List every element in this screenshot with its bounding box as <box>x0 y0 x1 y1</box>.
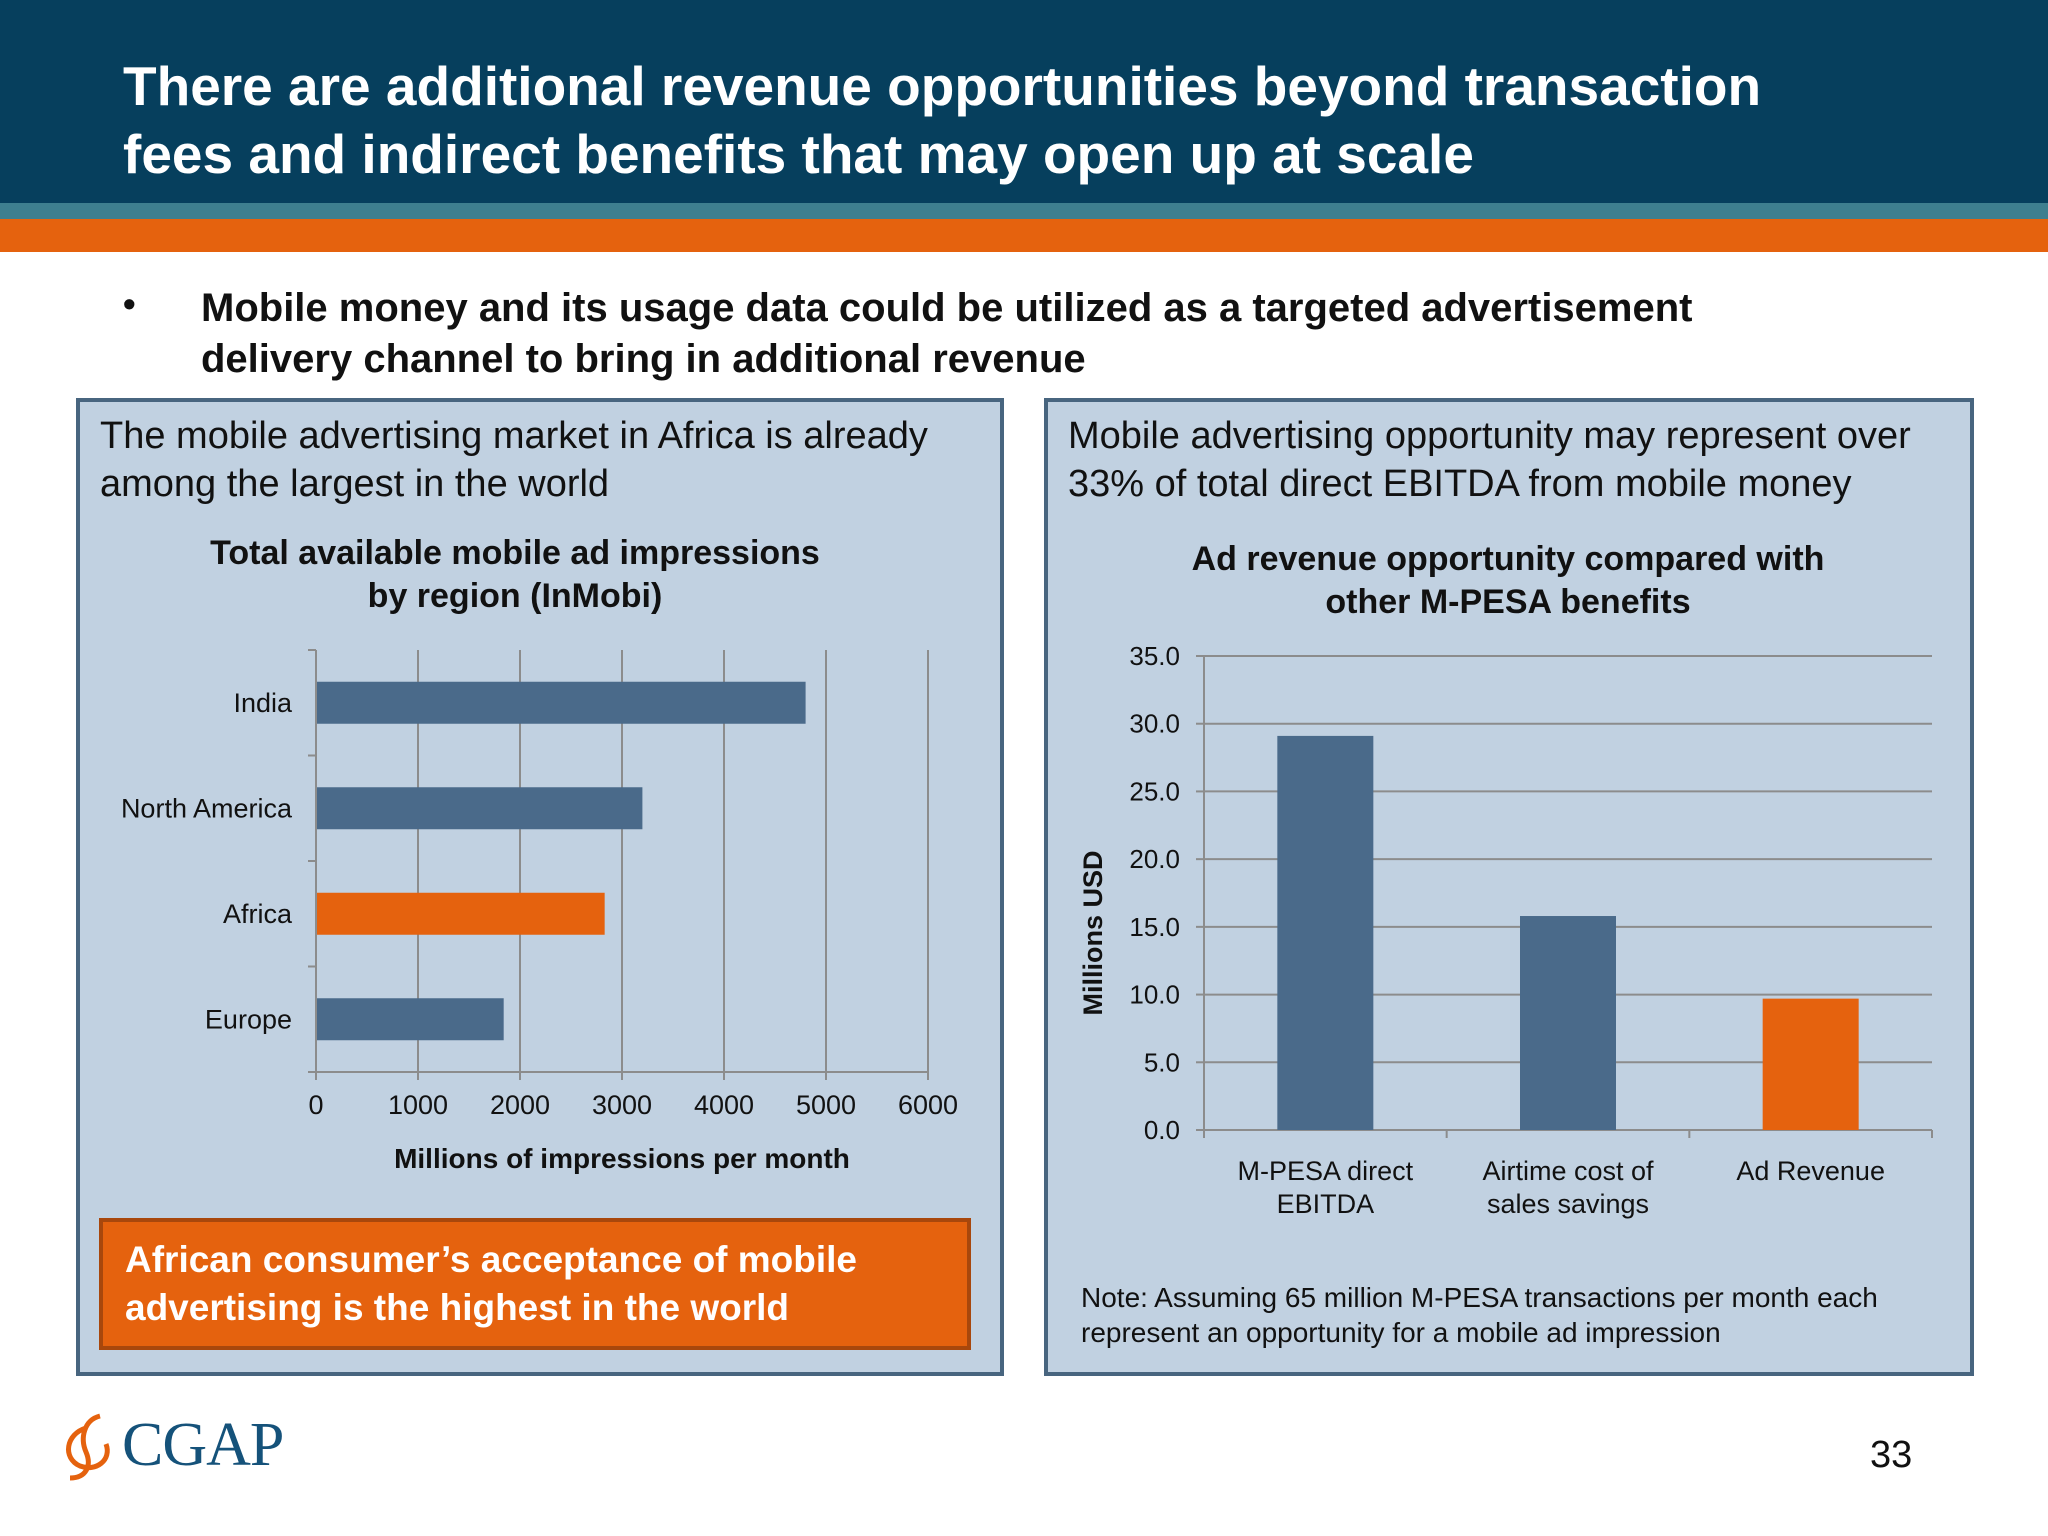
cgap-logo-text: CGAP <box>122 1411 284 1479</box>
cgap-logo-mark-icon <box>66 1413 110 1481</box>
left-panel-heading-line1: The mobile advertising market in Africa … <box>100 415 928 457</box>
callout-text-line2: advertising is the highest in the world <box>125 1287 790 1328</box>
bar-1 <box>1520 916 1616 1130</box>
bar-north-america <box>317 787 643 830</box>
right-panel: Mobile advertising opportunity may repre… <box>1044 398 1974 1376</box>
category-label-1-line2: sales savings <box>1487 1189 1649 1219</box>
category-label-europe: Europe <box>205 1004 292 1034</box>
x-tick-label-5000: 5000 <box>796 1090 856 1120</box>
bar-india <box>317 681 806 724</box>
category-label-0-line1: M-PESA direct <box>1238 1156 1414 1186</box>
y-tick-label-0.0: 0.0 <box>1144 1115 1180 1145</box>
slide-title-line2: fees and indirect benefits that may open… <box>123 123 1474 185</box>
x-tick-label-0: 0 <box>308 1090 323 1120</box>
right-panel-heading-line2: 33% of total direct EBITDA from mobile m… <box>1068 463 1852 505</box>
slide-title: There are additional revenue opportuniti… <box>123 52 1923 188</box>
category-label-0-line2: EBITDA <box>1277 1189 1375 1219</box>
y-tick-label-25.0: 25.0 <box>1129 776 1180 806</box>
y-tick-label-35.0: 35.0 <box>1129 641 1180 671</box>
orange-stripe <box>0 219 2048 252</box>
y-axis-title: Millions USD <box>1078 850 1108 1015</box>
africa-callout-box: African consumer’s acceptance of mobile … <box>99 1218 971 1350</box>
assumption-note: Note: Assuming 65 million M-PESA transac… <box>1081 1280 1961 1350</box>
impressions-chart-title-line1: Total available mobile ad impressions <box>210 534 820 572</box>
bullet-text: Mobile money and its usage data could be… <box>201 283 1961 385</box>
y-tick-label-15.0: 15.0 <box>1129 912 1180 942</box>
right-panel-heading: Mobile advertising opportunity may repre… <box>1068 412 1968 508</box>
category-label-2-line1: Ad Revenue <box>1736 1156 1885 1186</box>
x-tick-label-3000: 3000 <box>592 1090 652 1120</box>
bar-0 <box>1277 735 1374 1130</box>
callout-text: African consumer’s acceptance of mobile … <box>125 1236 945 1332</box>
category-label-india: India <box>233 688 293 718</box>
bullet-symbol: • <box>123 283 136 324</box>
left-panel-heading: The mobile advertising market in Africa … <box>100 412 1000 508</box>
impressions-bar-chart: 0 1000 2000 3000 4000 5000 6000 India North Amer… <box>121 649 958 1174</box>
impressions-chart-title: Total available mobile ad impressions by… <box>140 532 890 618</box>
assumption-note-line1: Note: Assuming 65 million M-PESA transac… <box>1081 1282 1878 1313</box>
y-tick-label-10.0: 10.0 <box>1129 980 1180 1010</box>
title-banner: There are additional revenue opportuniti… <box>0 0 2048 252</box>
bullet-text-line2: delivery channel to bring in additional … <box>201 337 1086 381</box>
bar-africa <box>317 892 605 935</box>
y-tick-label-5.0: 5.0 <box>1144 1047 1180 1077</box>
ad-revenue-chart-title-line2: other M-PESA benefits <box>1325 583 1691 621</box>
bar-2 <box>1762 998 1859 1130</box>
y-tick-label-20.0: 20.0 <box>1129 844 1180 874</box>
page-number: 33 <box>1870 1434 1913 1476</box>
right-panel-heading-line1: Mobile advertising opportunity may repre… <box>1068 415 1911 457</box>
x-tick-label-2000: 2000 <box>490 1090 550 1120</box>
left-panel-heading-line2: among the largest in the world <box>100 463 610 505</box>
bullet-text-line1: Mobile money and its usage data could be… <box>201 286 1693 330</box>
category-label-africa: Africa <box>223 899 293 929</box>
ad-revenue-chart-title-line1: Ad revenue opportunity compared with <box>1191 540 1825 578</box>
left-panel: The mobile advertising market in Africa … <box>76 398 1004 1376</box>
category-label-north-america: North America <box>121 793 293 823</box>
x-tick-label-1000: 1000 <box>388 1090 448 1120</box>
x-tick-label-6000: 6000 <box>898 1090 958 1120</box>
x-axis-title: Millions of impressions per month <box>394 1143 850 1174</box>
teal-stripe <box>0 203 2048 219</box>
category-label-1-line1: Airtime cost of <box>1482 1156 1654 1186</box>
bar-europe <box>317 998 504 1041</box>
slide-title-line1: There are additional revenue opportuniti… <box>123 55 1762 117</box>
x-tick-label-4000: 4000 <box>694 1090 754 1120</box>
y-tick-label-30.0: 30.0 <box>1129 709 1180 739</box>
ad-revenue-bar-chart: 0.0 5.0 10.0 15.0 20.0 25.0 30.0 35.0 M-PESA dir… <box>1078 641 1933 1219</box>
ad-revenue-chart-title: Ad revenue opportunity compared with oth… <box>1108 538 1908 624</box>
callout-text-line1: African consumer’s acceptance of mobile <box>125 1239 858 1280</box>
assumption-note-line2: represent an opportunity for a mobile ad… <box>1081 1317 1721 1348</box>
impressions-chart-title-line2: by region (InMobi) <box>367 577 663 615</box>
cgap-logo: CGAP <box>56 1408 296 1481</box>
